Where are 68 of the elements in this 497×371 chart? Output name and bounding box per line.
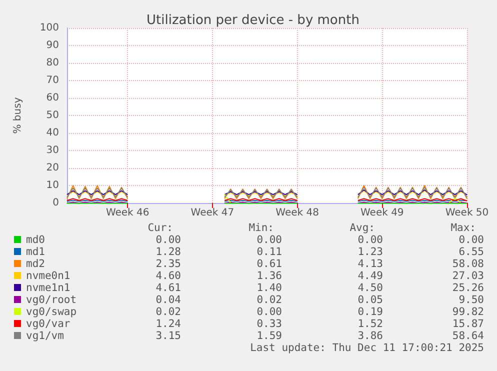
text: 0.61	[256, 258, 282, 270]
legend-label: nvme0n1	[26, 270, 70, 282]
text: 2.35	[156, 258, 181, 270]
text: Min:	[248, 222, 274, 234]
text: 0.00	[358, 234, 383, 246]
y-tick-label: 0	[52, 198, 59, 208]
text: 0.00	[156, 234, 181, 246]
text: 58.08	[452, 258, 484, 270]
text: 25.26	[452, 282, 484, 294]
y-tick-label: 60	[46, 92, 59, 104]
text: 0.00	[458, 234, 484, 246]
x-tick-label: Week 50	[445, 208, 489, 218]
text: Last update: Thu Dec 11 17:00:21 2025	[250, 342, 484, 354]
text: 0.05	[358, 294, 383, 306]
text: 0.00	[256, 234, 282, 246]
text: 1.23	[358, 246, 383, 258]
text: 0.02	[256, 294, 282, 306]
text: 9.50	[458, 294, 484, 306]
legend-label: vg1/vm	[26, 330, 64, 342]
y-tick-label: 100	[40, 22, 59, 34]
text: Cur:	[148, 222, 173, 234]
text: 3.86	[358, 330, 383, 342]
y-axis-title: % busy	[12, 97, 24, 134]
x-tick-label: Week 48	[276, 208, 319, 218]
text: Max:	[450, 222, 476, 234]
y-tick-label: 70	[46, 75, 59, 86]
x-tick-label: Week 49	[360, 208, 404, 218]
x-tick-label: Week 47	[190, 208, 234, 218]
text: 4.61	[156, 282, 181, 294]
text: 1.28	[156, 246, 181, 258]
text: 4.50	[358, 282, 383, 294]
text: 1.36	[256, 270, 282, 282]
y-tick-label: 80	[46, 58, 59, 68]
text: 58.64	[452, 330, 484, 342]
y-tick-label: 10	[46, 180, 59, 191]
legend-label: md1	[26, 246, 45, 258]
y-tick-label: 30	[46, 145, 59, 156]
y-tick-label: 20	[46, 162, 59, 174]
legend-label: vg0/var	[26, 318, 70, 330]
text: 3.15	[156, 330, 181, 342]
text: 1.59	[256, 330, 282, 342]
legend-label: md0	[26, 234, 45, 246]
text: 0.19	[358, 306, 383, 318]
legend-label: vg0/root	[26, 294, 77, 306]
text: 0.00	[256, 306, 282, 318]
y-tick-label: 90	[46, 40, 59, 51]
text: 6.55	[458, 246, 484, 258]
text: 27.03	[452, 270, 484, 282]
x-tick-label: Week 46	[106, 208, 150, 218]
text: 4.49	[358, 270, 383, 282]
text: 4.60	[156, 270, 181, 282]
y-tick-label: 50	[46, 110, 59, 121]
y-tick-label: 40	[46, 128, 59, 138]
text: 1.24	[156, 318, 181, 330]
text: 15.87	[452, 318, 484, 330]
legend-label: vg0/swap	[26, 306, 77, 318]
text: 0.11	[256, 246, 282, 258]
text: 1.52	[358, 318, 383, 330]
text: 0.04	[156, 294, 181, 306]
text: 4.13	[358, 258, 383, 270]
legend-label: md2	[26, 258, 45, 270]
chart-title: Utilization per device - by month	[146, 13, 360, 28]
text: 99.82	[452, 306, 484, 318]
text: 0.33	[256, 318, 282, 330]
text: 1.40	[256, 282, 282, 294]
legend-label: nvme1n1	[26, 282, 70, 294]
text: Avg:	[350, 222, 375, 234]
text: 0.02	[156, 306, 181, 318]
